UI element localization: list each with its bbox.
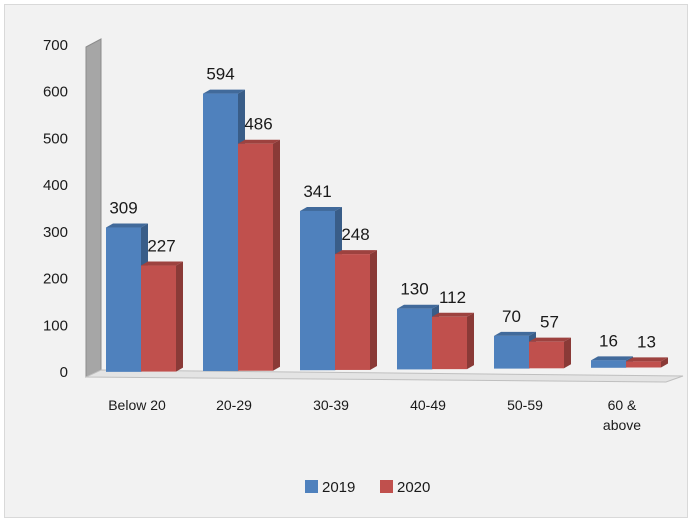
category-label: 30-39 bbox=[313, 397, 349, 413]
bar-top bbox=[529, 337, 571, 342]
data-label: 70 bbox=[502, 307, 521, 326]
bar-2020-0 bbox=[141, 261, 183, 372]
bar-2020-3 bbox=[432, 312, 474, 370]
y-tick-label: 700 bbox=[43, 37, 68, 54]
category-label: 50-59 bbox=[507, 397, 543, 413]
data-label: 16 bbox=[599, 331, 618, 350]
bar-top bbox=[238, 139, 280, 144]
data-labels: 309 227 594 486 341 248 130 112 70 57 16 13 bbox=[109, 65, 656, 352]
bar-side bbox=[564, 337, 571, 369]
y-tick-label: 600 bbox=[43, 84, 68, 101]
category-label: Below 20 bbox=[108, 397, 166, 413]
data-label: 57 bbox=[540, 313, 559, 332]
legend-item-2019: 2019 bbox=[305, 479, 355, 496]
bar-front bbox=[626, 361, 661, 368]
side-wall bbox=[85, 38, 102, 378]
bar-side bbox=[176, 261, 183, 372]
y-tick-label: 300 bbox=[43, 224, 68, 241]
bar-top bbox=[106, 223, 148, 228]
bar-front bbox=[335, 254, 370, 370]
bar-side bbox=[661, 357, 668, 368]
bar-2020-2 bbox=[335, 250, 377, 370]
category-labels: Below 20 20-29 30-39 40-49 50-59 60 & above bbox=[108, 397, 641, 433]
bar-front bbox=[203, 93, 238, 372]
bar-front bbox=[432, 316, 467, 370]
bar-top bbox=[335, 250, 377, 255]
chart-walls bbox=[85, 38, 684, 383]
y-axis-ticks: 0 100 200 300 400 500 600 700 bbox=[43, 37, 68, 381]
category-label: 20-29 bbox=[216, 397, 252, 413]
bar-2020-4 bbox=[529, 337, 571, 369]
floor bbox=[85, 369, 684, 383]
bar-top bbox=[591, 356, 633, 361]
bar-top bbox=[626, 357, 668, 362]
y-tick-label: 400 bbox=[43, 177, 68, 194]
data-label: 594 bbox=[206, 65, 234, 84]
y-tick-label: 200 bbox=[43, 271, 68, 288]
bar-front bbox=[300, 210, 335, 371]
legend-swatch bbox=[380, 480, 393, 493]
bar-front bbox=[106, 227, 141, 372]
y-tick-label: 500 bbox=[43, 130, 68, 147]
bar-top bbox=[203, 89, 245, 94]
legend-label: 2019 bbox=[322, 479, 355, 496]
y-tick-label: 100 bbox=[43, 317, 68, 334]
bar-front bbox=[494, 335, 529, 369]
legend-item-2020: 2020 bbox=[380, 479, 430, 496]
data-label: 130 bbox=[400, 280, 428, 299]
bar-top bbox=[494, 331, 536, 336]
bar-series bbox=[106, 89, 668, 372]
bar-front bbox=[141, 265, 176, 372]
bar-side bbox=[273, 139, 280, 371]
bar-top bbox=[432, 312, 474, 317]
bar-front bbox=[591, 360, 626, 368]
bar-2020-5 bbox=[626, 357, 668, 368]
legend: 2019 2020 bbox=[305, 479, 430, 496]
data-label: 341 bbox=[303, 182, 331, 201]
bar-side bbox=[467, 312, 474, 370]
category-label: 40-49 bbox=[410, 397, 446, 413]
bar-top bbox=[300, 206, 342, 211]
bar-2020-1 bbox=[238, 139, 280, 371]
legend-swatch bbox=[305, 480, 318, 493]
category-label: above bbox=[603, 417, 641, 433]
data-label: 486 bbox=[244, 115, 272, 134]
category-label: 60 & bbox=[608, 397, 637, 413]
bar-front bbox=[397, 308, 432, 370]
bar-top bbox=[397, 304, 439, 309]
bar-front bbox=[529, 341, 564, 369]
data-label: 248 bbox=[341, 225, 369, 244]
data-label: 112 bbox=[439, 288, 466, 307]
legend-label: 2020 bbox=[397, 479, 430, 496]
data-label: 227 bbox=[147, 237, 175, 256]
bar-top bbox=[141, 261, 183, 266]
y-tick-label: 0 bbox=[60, 364, 68, 381]
data-label: 13 bbox=[637, 332, 656, 351]
data-label: 309 bbox=[109, 199, 137, 218]
bar-front bbox=[238, 143, 273, 371]
bar-side bbox=[370, 250, 377, 370]
